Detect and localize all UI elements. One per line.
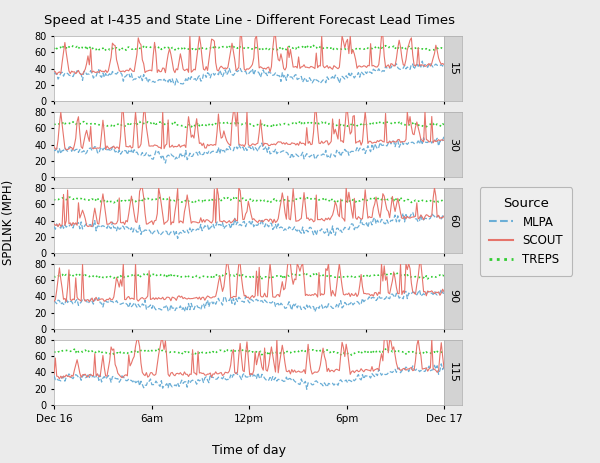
Text: 60: 60 <box>448 213 458 227</box>
Legend: MLPA, SCOUT, TREPS: MLPA, SCOUT, TREPS <box>480 187 572 276</box>
Text: Time of day: Time of day <box>212 444 286 457</box>
Text: 90: 90 <box>448 289 458 304</box>
Text: 15: 15 <box>448 62 458 75</box>
Text: 115: 115 <box>448 362 458 383</box>
Text: SPDLNK (MPH): SPDLNK (MPH) <box>2 180 16 265</box>
Text: Speed at I-435 and State Line - Different Forecast Lead Times: Speed at I-435 and State Line - Differen… <box>44 14 455 27</box>
Text: 30: 30 <box>448 138 458 151</box>
